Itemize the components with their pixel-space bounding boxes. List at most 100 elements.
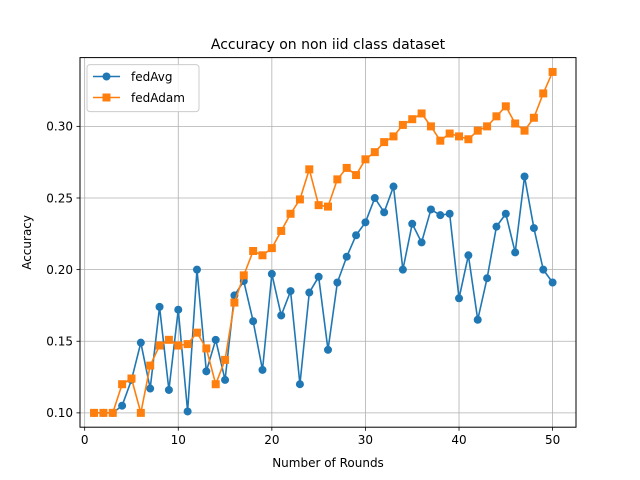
data-point-fedAdam (164, 335, 173, 344)
legend: fedAvg fedAdam (86, 64, 200, 113)
data-point-fedAdam (239, 271, 248, 280)
data-point-fedAvg (305, 288, 314, 297)
data-point-fedAdam (380, 138, 389, 147)
x-tick-label: 20 (264, 433, 279, 447)
data-point-fedAvg (389, 182, 398, 191)
data-point-fedAdam (389, 132, 398, 141)
data-point-fedAvg (520, 172, 529, 181)
data-point-fedAdam (370, 148, 379, 157)
data-point-fedAvg (258, 365, 267, 374)
data-point-fedAdam (426, 122, 435, 131)
chart-title: Accuracy on non iid class dataset (211, 37, 446, 53)
data-point-fedAdam (155, 341, 164, 350)
data-point-fedAvg (155, 302, 164, 311)
data-point-fedAvg (361, 218, 370, 227)
data-point-fedAdam (90, 408, 99, 417)
data-point-fedAdam (211, 380, 220, 389)
data-point-fedAdam (118, 380, 127, 389)
data-point-fedAvg (483, 274, 492, 283)
data-point-fedAvg (221, 375, 230, 384)
data-point-fedAvg (417, 238, 426, 247)
data-point-fedAvg (380, 208, 389, 217)
data-point-fedAvg (211, 335, 220, 344)
data-point-fedAvg (324, 345, 332, 354)
data-point-fedAvg (267, 269, 276, 278)
data-point-fedAdam (230, 298, 239, 307)
data-point-fedAdam (464, 135, 473, 144)
legend-entry-fedAvg: fedAvg (93, 70, 172, 84)
x-tick-label: 40 (451, 433, 466, 447)
data-point-fedAdam (473, 126, 482, 135)
data-point-fedAdam (146, 361, 155, 370)
data-point-fedAdam (108, 408, 117, 417)
data-point-fedAvg (295, 380, 304, 389)
data-point-fedAdam (398, 120, 407, 129)
data-point-fedAdam (221, 355, 230, 364)
x-axis-label: Number of Rounds (272, 456, 384, 470)
data-point-fedAvg (370, 193, 379, 202)
x-tick-label: 10 (171, 433, 186, 447)
plot-frame (79, 57, 577, 428)
data-point-fedAdam (455, 132, 464, 141)
x-axis-ticks: 0 10 20 30 40 50 (81, 427, 560, 447)
data-point-fedAvg (352, 231, 361, 240)
data-point-fedAdam (352, 171, 361, 180)
data-point-fedAvg (202, 367, 211, 376)
x-tick-label: 50 (545, 433, 560, 447)
data-point-fedAvg (492, 222, 501, 231)
data-point-fedAvg (136, 338, 145, 347)
data-point-fedAvg (539, 265, 548, 274)
data-point-fedAvg (164, 385, 173, 394)
data-point-fedAvg (277, 311, 286, 320)
data-point-fedAvg (183, 407, 192, 416)
legend-marker (102, 93, 111, 102)
data-point-fedAdam (408, 115, 417, 124)
y-tick-label: 0.30 (46, 120, 73, 134)
x-tick-label: 30 (358, 433, 373, 447)
data-point-fedAdam (417, 109, 426, 118)
data-point-fedAdam (295, 195, 304, 204)
data-point-fedAdam (183, 340, 192, 349)
data-point-fedAvg (473, 315, 482, 324)
legend-entries: fedAvg fedAdam (93, 70, 185, 105)
data-point-fedAdam (501, 102, 510, 111)
data-point-fedAvg (501, 209, 510, 218)
data-point-fedAvg (529, 224, 538, 233)
series-layer (90, 67, 557, 417)
data-point-fedAdam (249, 246, 258, 255)
data-point-fedAvg (118, 401, 127, 410)
data-point-fedAvg (445, 209, 454, 218)
data-point-fedAvg (455, 294, 464, 303)
data-point-fedAvg (426, 205, 435, 214)
data-point-fedAdam (445, 129, 454, 138)
data-point-fedAdam (267, 244, 276, 253)
data-point-fedAvg (192, 265, 201, 274)
data-point-fedAdam (529, 113, 538, 122)
data-point-fedAdam (136, 408, 145, 417)
y-tick-label: 0.25 (46, 191, 73, 205)
data-point-fedAdam (483, 122, 492, 131)
data-point-fedAdam (127, 374, 136, 383)
y-axis-ticks: 0.10 0.15 0.20 0.25 0.30 (46, 120, 80, 420)
data-point-fedAdam (305, 165, 314, 174)
data-point-fedAdam (492, 112, 501, 121)
data-point-fedAdam (286, 209, 295, 218)
data-point-fedAdam (511, 119, 520, 128)
legend-marker (102, 72, 111, 81)
data-point-fedAvg (408, 219, 417, 228)
data-point-fedAdam (99, 408, 108, 417)
y-tick-label: 0.10 (46, 406, 73, 420)
data-point-fedAvg (511, 248, 520, 257)
data-point-fedAdam (342, 163, 351, 172)
data-point-fedAvg (464, 251, 473, 260)
data-point-fedAdam (333, 175, 342, 184)
data-point-fedAvg (342, 252, 351, 261)
data-point-fedAvg (436, 211, 445, 220)
legend-label: fedAdam (131, 91, 185, 105)
data-point-fedAvg (174, 305, 183, 314)
data-point-fedAdam (277, 226, 286, 235)
y-tick-label: 0.20 (46, 263, 73, 277)
data-point-fedAdam (324, 202, 332, 211)
data-point-fedAvg (314, 272, 323, 281)
